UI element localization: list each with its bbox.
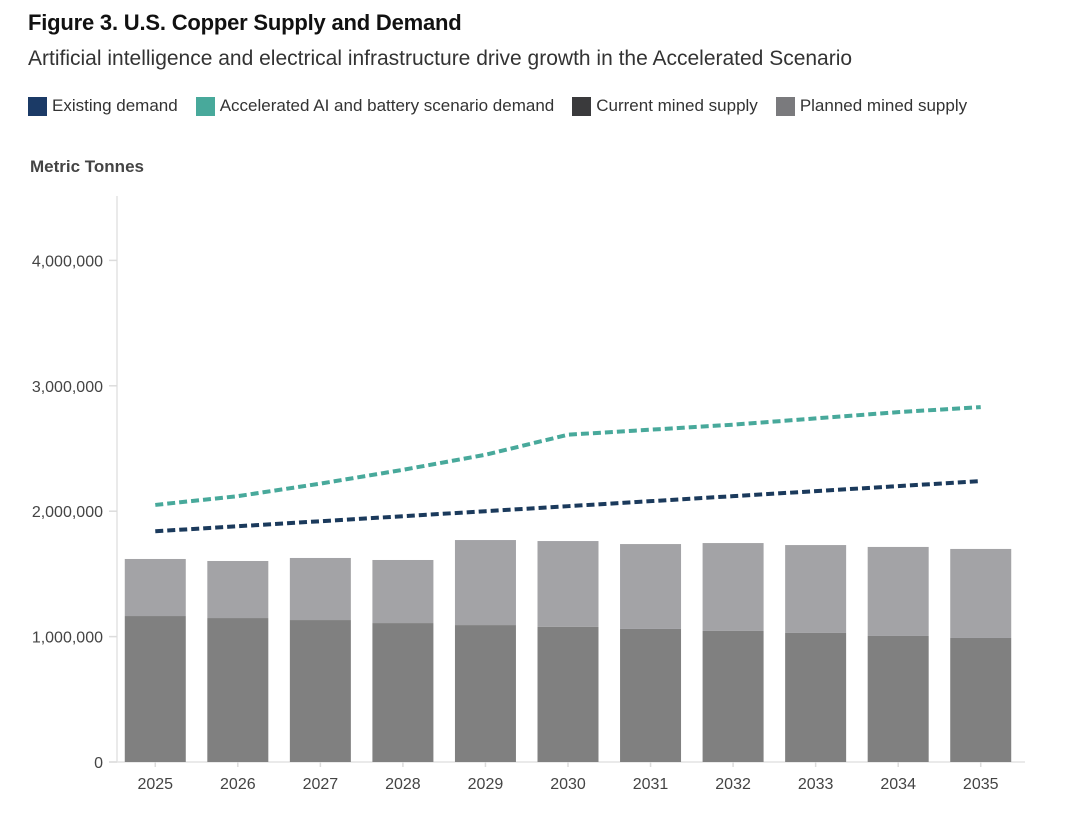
bar-current-mined-supply xyxy=(702,630,764,762)
legend-label: Current mined supply xyxy=(596,96,758,115)
x-tick-label: 2028 xyxy=(385,776,421,793)
bar-planned-mined-supply xyxy=(537,541,599,627)
x-tick-labels: 2025 2026 2027 2028 2029 2030 2031 2032 2033 2034… xyxy=(137,762,999,793)
y-tick-label: 1,000,000 xyxy=(32,630,103,647)
bar-current-mined-supply xyxy=(124,616,186,762)
legend-label: Accelerated AI and battery scenario dema… xyxy=(219,96,555,115)
bar-current-mined-supply xyxy=(950,637,1012,762)
y-tick-label: 2,000,000 xyxy=(32,504,103,521)
bar-planned-mined-supply xyxy=(207,560,269,619)
chart-title: Figure 3. U.S. Copper Supply and Demand xyxy=(28,10,462,35)
bar-planned-mined-supply xyxy=(620,544,682,629)
legend-item-existing-demand: Existing demand xyxy=(28,96,178,116)
x-tick-label: 2029 xyxy=(468,776,504,793)
legend-label: Planned mined supply xyxy=(799,96,968,115)
legend-swatch-accelerated-demand xyxy=(195,96,215,116)
bar-current-mined-supply xyxy=(289,620,351,762)
x-tick-label: 2030 xyxy=(550,776,586,793)
legend-item-accelerated-demand: Accelerated AI and battery scenario dema… xyxy=(195,96,555,116)
x-tick-label: 2033 xyxy=(798,776,834,793)
bar-current-mined-supply xyxy=(372,623,434,762)
x-tick-label: 2032 xyxy=(715,776,751,793)
bar-planned-mined-supply xyxy=(867,546,929,636)
bar-current-mined-supply xyxy=(867,635,929,762)
lines xyxy=(155,405,981,534)
x-tick-label: 2031 xyxy=(633,776,669,793)
bar-planned-mined-supply xyxy=(289,557,351,621)
legend-swatch-current-mined-supply xyxy=(572,96,592,116)
bar-current-mined-supply xyxy=(207,618,269,762)
y-tick-label: 0 xyxy=(94,755,103,772)
bar-planned-mined-supply xyxy=(454,540,516,626)
legend-item-planned-mined-supply: Planned mined supply xyxy=(775,96,968,116)
x-tick-label: 2025 xyxy=(137,776,173,793)
legend-swatch-planned-mined-supply xyxy=(775,96,795,116)
x-tick-label: 2026 xyxy=(220,776,256,793)
line-existing-demand xyxy=(155,479,981,534)
bar-planned-mined-supply xyxy=(785,545,847,633)
legend-label: Existing demand xyxy=(52,96,178,115)
bar-current-mined-supply xyxy=(785,632,847,762)
bar-planned-mined-supply xyxy=(124,558,186,617)
x-tick-label: 2035 xyxy=(963,776,999,793)
y-tick-label: 3,000,000 xyxy=(32,379,103,396)
y-axis-title: Metric Tonnes xyxy=(30,157,144,176)
bar-planned-mined-supply xyxy=(950,548,1012,638)
chart-subtitle: Artificial intelligence and electrical i… xyxy=(28,47,853,70)
x-tick-label: 2034 xyxy=(880,776,916,793)
bar-current-mined-supply xyxy=(620,628,682,762)
bar-planned-mined-supply xyxy=(372,559,434,624)
line-accelerated-demand xyxy=(155,405,981,507)
bars xyxy=(124,540,1012,762)
legend-item-current-mined-supply: Current mined supply xyxy=(572,96,758,116)
bar-current-mined-supply xyxy=(537,626,599,762)
bar-planned-mined-supply xyxy=(702,543,764,631)
legend: Existing demand Accelerated AI and batte… xyxy=(28,96,985,116)
bar-current-mined-supply xyxy=(454,625,516,762)
legend-swatch-existing-demand xyxy=(28,96,47,116)
y-tick-label: 4,000,000 xyxy=(32,253,103,270)
x-tick-label: 2027 xyxy=(303,776,339,793)
